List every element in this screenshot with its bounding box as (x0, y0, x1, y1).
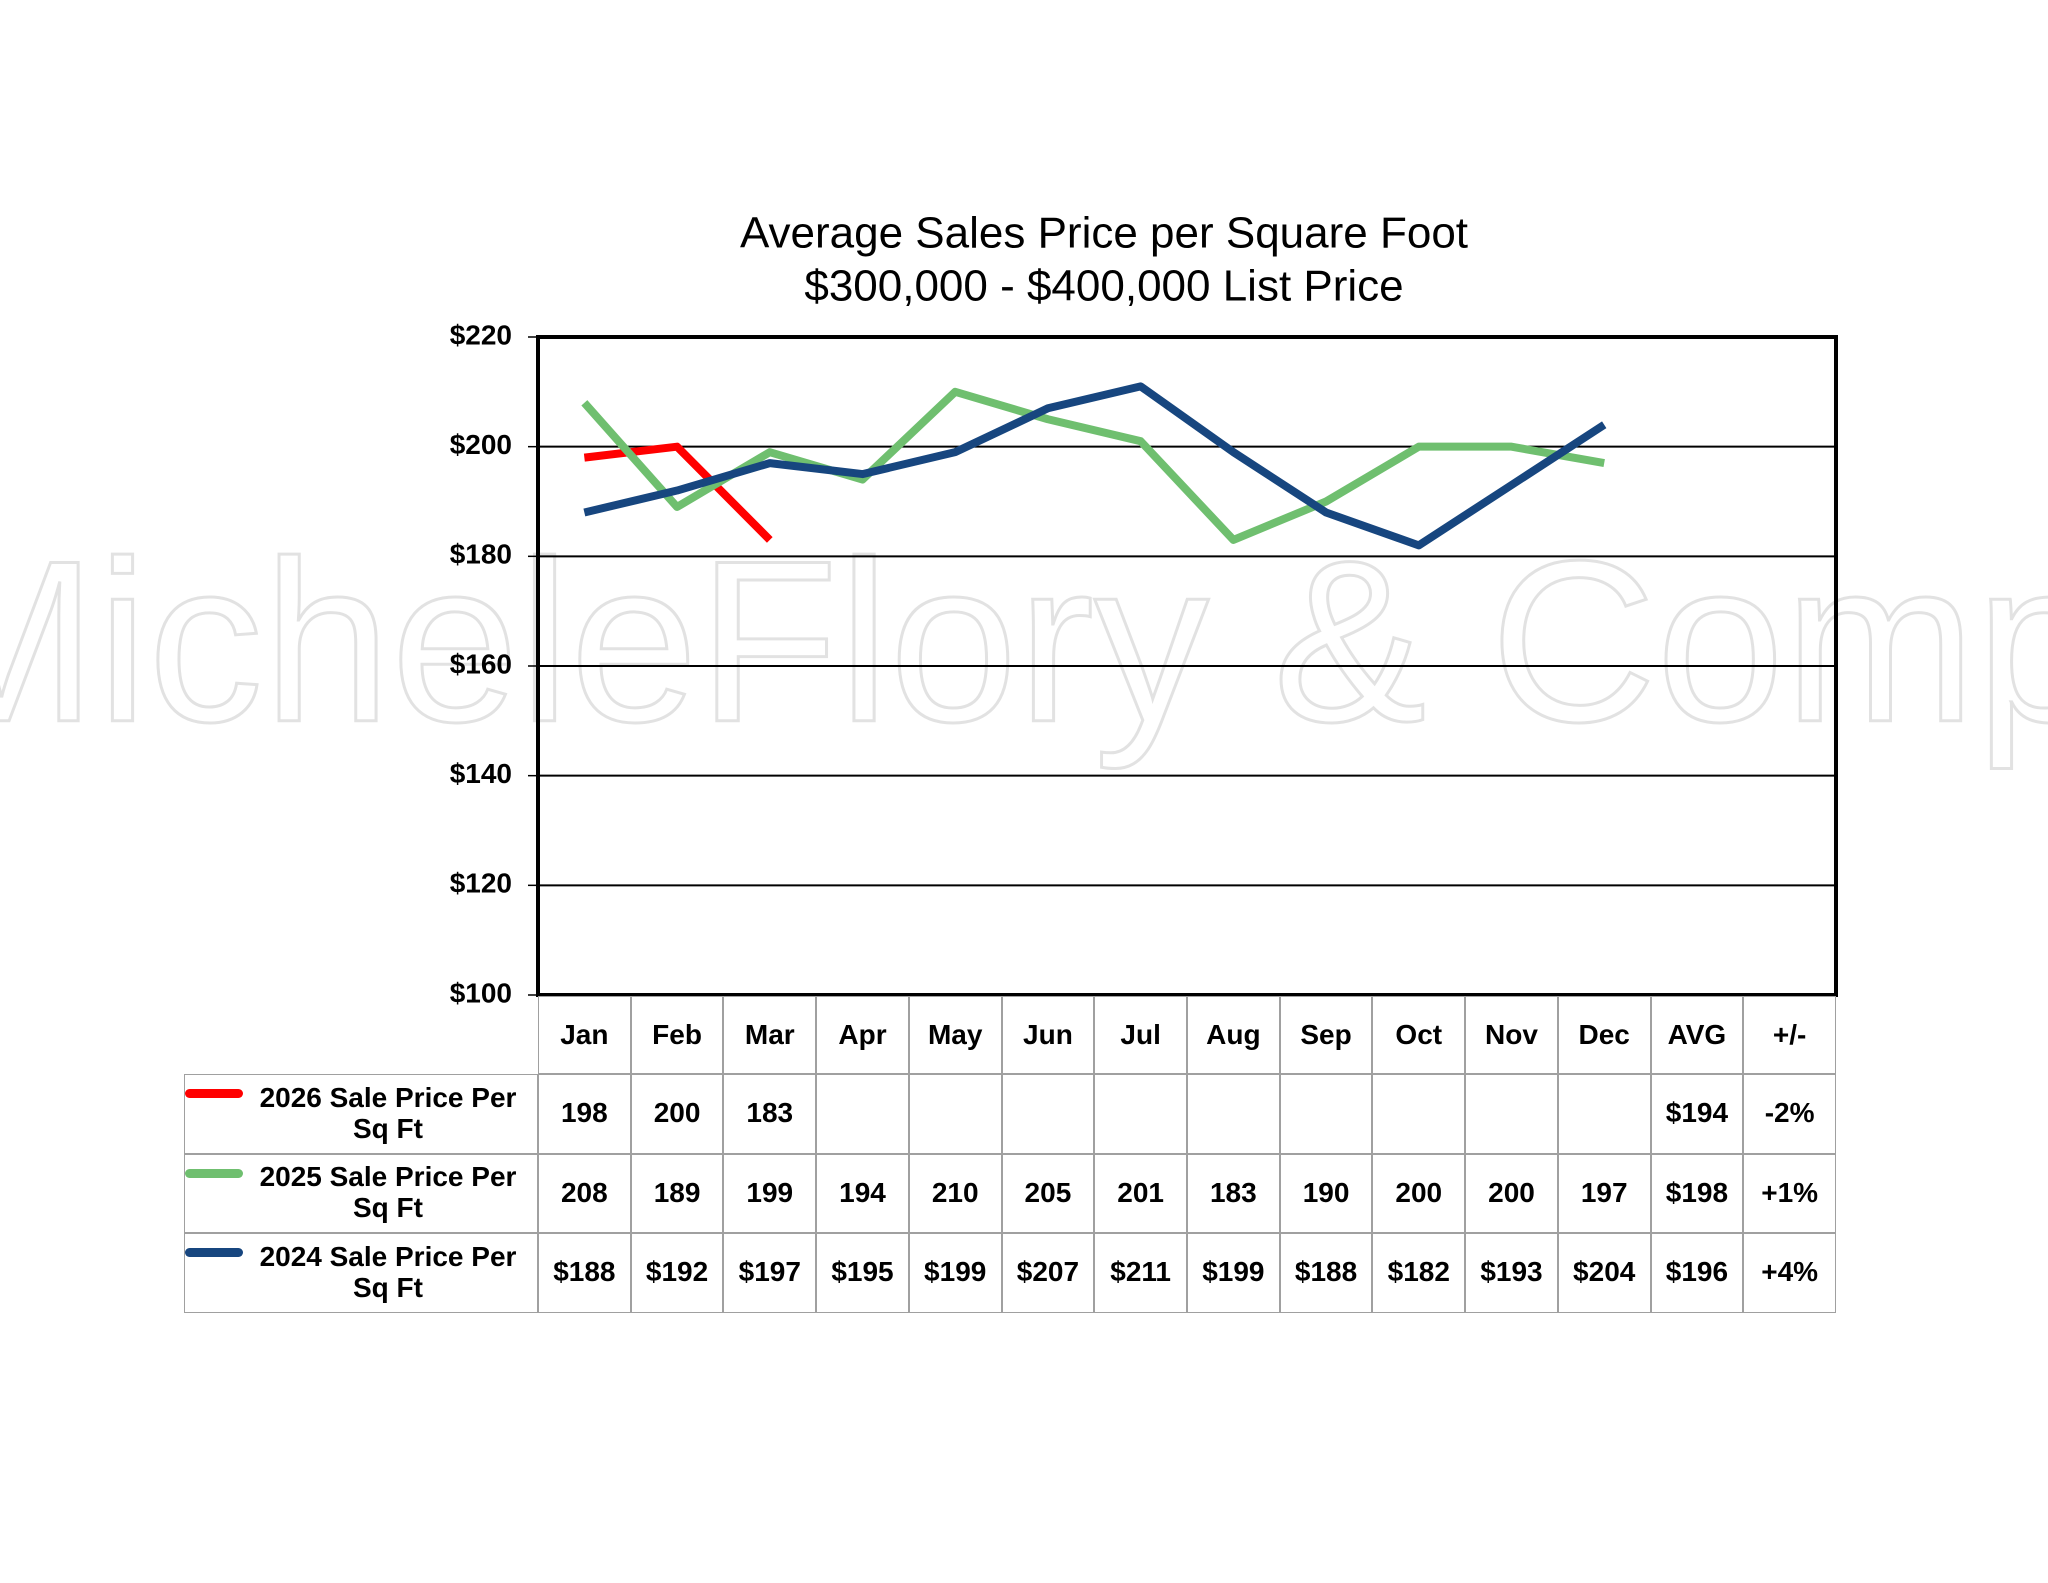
column-header: Nov (1465, 996, 1558, 1074)
table-cell: $188 (538, 1233, 631, 1313)
table-cell: 197 (1557, 1153, 1651, 1233)
row-label: 2024 Sale Price Per Sq Ft (184, 1233, 538, 1313)
table-cell: 183 (1187, 1153, 1280, 1233)
column-header: Feb (630, 996, 724, 1074)
table-cell: $188 (1279, 1233, 1373, 1313)
legend-swatch (185, 1089, 243, 1098)
legend-swatch (185, 1248, 243, 1257)
table-cell (1001, 1074, 1095, 1154)
table-cell: $199 (1187, 1233, 1280, 1313)
table-cell (1279, 1074, 1373, 1154)
table-cell: 198 (538, 1074, 631, 1154)
table-cell (908, 1074, 1002, 1154)
table-cell: $199 (908, 1233, 1002, 1313)
table-cell: +1% (1743, 1153, 1836, 1233)
table-cell: $204 (1557, 1233, 1651, 1313)
chart-title: Average Sales Price per Square Foot (740, 209, 1468, 258)
column-header: Jan (538, 996, 631, 1074)
column-header: Aug (1187, 996, 1280, 1074)
row-label: 2026 Sale Price Per Sq Ft (184, 1074, 538, 1154)
y-tick-label: $180 (450, 539, 512, 570)
column-header: Apr (816, 996, 909, 1074)
table-cell: $197 (723, 1233, 817, 1313)
legend-swatch (185, 1168, 243, 1178)
table-cell: 200 (1372, 1153, 1466, 1233)
y-tick-label: $120 (450, 868, 512, 899)
table-cell: 208 (538, 1153, 631, 1233)
table-cell (816, 1074, 909, 1154)
table-cell: $192 (630, 1233, 724, 1313)
table-cell: 194 (816, 1153, 909, 1233)
column-header: +/- (1743, 996, 1836, 1074)
table-cell: -2% (1743, 1074, 1836, 1154)
table-cell (1465, 1074, 1558, 1154)
table-cell: $196 (1650, 1233, 1744, 1313)
y-tick-label: $100 (450, 977, 512, 1008)
table-cell: 189 (630, 1153, 724, 1233)
y-tick-label: $220 (450, 319, 512, 350)
column-header: Dec (1557, 996, 1651, 1074)
column-header: Jun (1001, 996, 1095, 1074)
table-cell: 190 (1279, 1153, 1373, 1233)
series-line (581, 387, 1605, 544)
column-header: Jul (1094, 996, 1187, 1074)
row-label: 2025 Sale Price Per Sq Ft (184, 1153, 538, 1233)
table-cell: $182 (1372, 1233, 1466, 1313)
table-cell: 200 (1465, 1153, 1558, 1233)
chart-subtitle: $300,000 - $400,000 List Price (804, 262, 1403, 311)
y-tick-label: $140 (450, 758, 512, 789)
table-cell: $193 (1465, 1233, 1558, 1313)
table-cell: 210 (908, 1153, 1002, 1233)
column-header: Sep (1279, 996, 1373, 1074)
table-cell: 205 (1001, 1153, 1095, 1233)
series-line (583, 442, 773, 543)
table-cell: $194 (1650, 1074, 1744, 1154)
legend-label: 2024 Sale Price Per Sq Ft (259, 1240, 517, 1303)
table-cell: 199 (723, 1153, 817, 1233)
y-tick-label: $160 (450, 648, 512, 679)
column-header: Oct (1372, 996, 1466, 1074)
legend-label: 2025 Sale Price Per Sq Ft (259, 1161, 517, 1224)
table-cell: $207 (1001, 1233, 1095, 1313)
table-cell: 201 (1094, 1153, 1187, 1233)
column-header: Mar (723, 996, 817, 1074)
series-line (583, 382, 1607, 550)
table-cell (1557, 1074, 1651, 1154)
table-cell: $211 (1094, 1233, 1187, 1313)
table-cell: +4% (1743, 1233, 1836, 1313)
table-cell: 183 (723, 1074, 817, 1154)
column-header: AVG (1650, 996, 1744, 1074)
table-cell: $198 (1650, 1153, 1744, 1233)
table-cell: 200 (630, 1074, 724, 1154)
column-header: May (908, 996, 1002, 1074)
table-cell (1187, 1074, 1280, 1154)
legend-label: 2026 Sale Price Per Sq Ft (259, 1081, 517, 1144)
plot-frame (536, 335, 1838, 997)
table-cell (1372, 1074, 1466, 1154)
table-cell (1094, 1074, 1187, 1154)
y-tick-label: $200 (450, 429, 512, 460)
watermark: MicheleFlory & Company (0, 513, 2048, 770)
table-cell: $195 (816, 1233, 909, 1313)
